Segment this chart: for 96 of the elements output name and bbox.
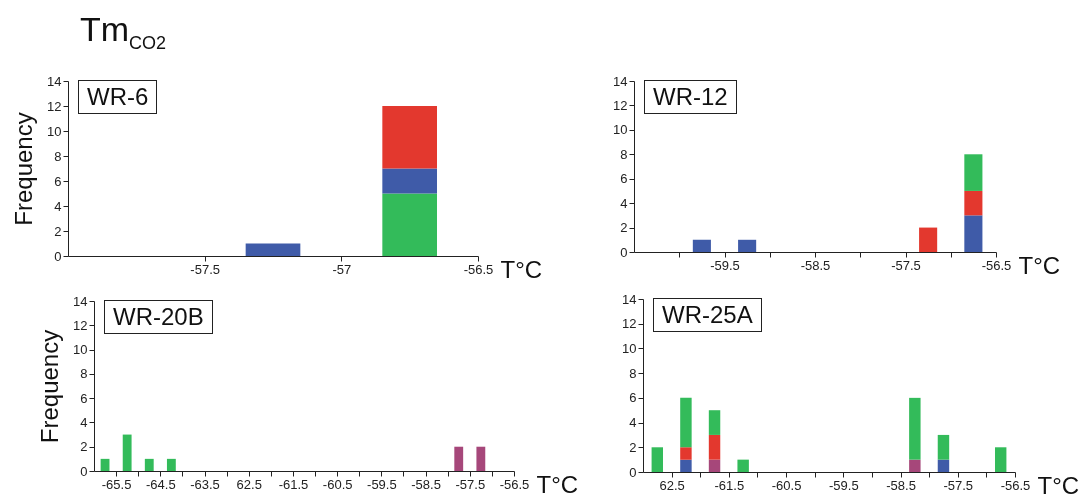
bar [994, 447, 1007, 472]
bar [680, 447, 692, 460]
bar [919, 227, 938, 252]
y-axis-title: Frequency [36, 329, 64, 444]
x-axis-title: T°C [500, 255, 543, 283]
y-tick-label: 8 [54, 148, 62, 164]
y-tick-label: 4 [80, 414, 88, 430]
bar [964, 154, 983, 191]
bar [964, 190, 983, 216]
y-tick-label: 10 [622, 340, 637, 356]
bar [708, 459, 721, 472]
y-tick-label: 10 [73, 342, 88, 358]
annotation: WR-6 [78, 80, 158, 114]
bar [382, 193, 437, 256]
y-tick-label: 0 [620, 244, 628, 260]
y-axis-title: Frequency [10, 112, 38, 226]
y-tick-label: 0 [629, 464, 637, 480]
x-tick-label: -57.5 [190, 261, 220, 277]
bar [708, 410, 721, 435]
y-tick-label: 14 [73, 293, 88, 309]
y-tick-label: 0 [54, 248, 62, 264]
x-tick-label: -60.5 [322, 476, 353, 492]
x-tick-label: -57.5 [943, 477, 974, 493]
x-tick-label: -58.5 [411, 476, 441, 492]
x-axis-title: T°C [536, 470, 579, 497]
y-tick-label: 4 [54, 198, 62, 214]
x-tick-label: -60.5 [771, 477, 802, 493]
y-tick-label: 2 [80, 439, 88, 455]
y-tick-label: 14 [47, 73, 62, 89]
bar [738, 239, 757, 252]
y-tick-label: 4 [629, 415, 637, 431]
x-tick-label: -56.5 [463, 261, 494, 277]
x-tick-label: -57 [332, 261, 352, 277]
y-tick-label: 2 [629, 439, 637, 455]
x-tick-label: -58.5 [886, 477, 916, 493]
x-tick-label: -59.5 [367, 476, 397, 492]
bar [680, 397, 692, 448]
y-tick-label: 10 [47, 123, 62, 139]
y-tick-label: 10 [613, 122, 628, 138]
y-tick-label: 2 [54, 223, 62, 239]
bar [737, 459, 749, 472]
y-tick-label: 14 [613, 73, 628, 89]
bar [382, 168, 437, 194]
y-tick-label: 14 [622, 291, 637, 307]
x-tick-label: 62.5 [236, 476, 262, 492]
bar [454, 446, 464, 471]
y-tick-label: 12 [622, 316, 637, 332]
bar [692, 239, 711, 252]
bar [964, 215, 983, 252]
bar [144, 458, 154, 471]
x-tick-label: -64.5 [146, 476, 176, 492]
y-tick-label: 4 [620, 195, 628, 211]
y-tick-label: 6 [620, 171, 628, 187]
y-tick-label: 8 [620, 146, 628, 162]
bar [382, 106, 437, 169]
x-tick-label: -57.5 [455, 476, 486, 492]
bar [100, 458, 110, 471]
x-tick-label: 62.5 [659, 477, 685, 493]
bar [937, 434, 950, 460]
x-tick-label: -63.5 [190, 476, 220, 492]
x-tick-label: -61.5 [278, 476, 309, 492]
x-tick-label: -56.5 [981, 257, 1012, 273]
y-tick-label: 6 [80, 390, 88, 406]
y-tick-label: 0 [80, 463, 88, 479]
bar [245, 243, 301, 256]
x-tick-label: -65.5 [101, 476, 132, 492]
bar [909, 459, 921, 472]
bar [122, 434, 132, 471]
x-tick-label: -59.5 [710, 257, 740, 273]
y-tick-label: 12 [73, 317, 88, 333]
y-tick-label: 6 [629, 390, 637, 406]
x-tick-label: -61.5 [714, 477, 745, 493]
y-tick-label: 12 [47, 98, 62, 114]
annotation: WR-20B [104, 300, 213, 334]
bar [651, 447, 664, 472]
x-tick-label: -56.5 [1000, 477, 1031, 493]
x-tick-label: -57.5 [891, 257, 921, 273]
y-tick-label: 6 [54, 173, 62, 189]
y-tick-label: 2 [620, 220, 628, 236]
x-tick-label: -58.5 [800, 257, 831, 273]
y-tick-label: 12 [613, 97, 628, 113]
x-axis-title: T°C [1018, 251, 1061, 279]
bar [937, 459, 950, 472]
y-tick-label: 8 [629, 365, 637, 381]
bar [166, 458, 176, 471]
annotation: WR-25A [653, 298, 762, 332]
bar [476, 446, 486, 471]
x-tick-label: -59.5 [828, 477, 859, 493]
chart-title: Tm$_{CO2}$ [80, 10, 167, 54]
bar [909, 397, 921, 460]
bar [680, 459, 692, 472]
x-axis-title: T°C [1037, 471, 1080, 497]
annotation: WR-12 [644, 80, 737, 114]
y-tick-label: 8 [80, 366, 88, 382]
x-tick-label: -56.5 [499, 476, 530, 492]
bar [708, 434, 721, 460]
